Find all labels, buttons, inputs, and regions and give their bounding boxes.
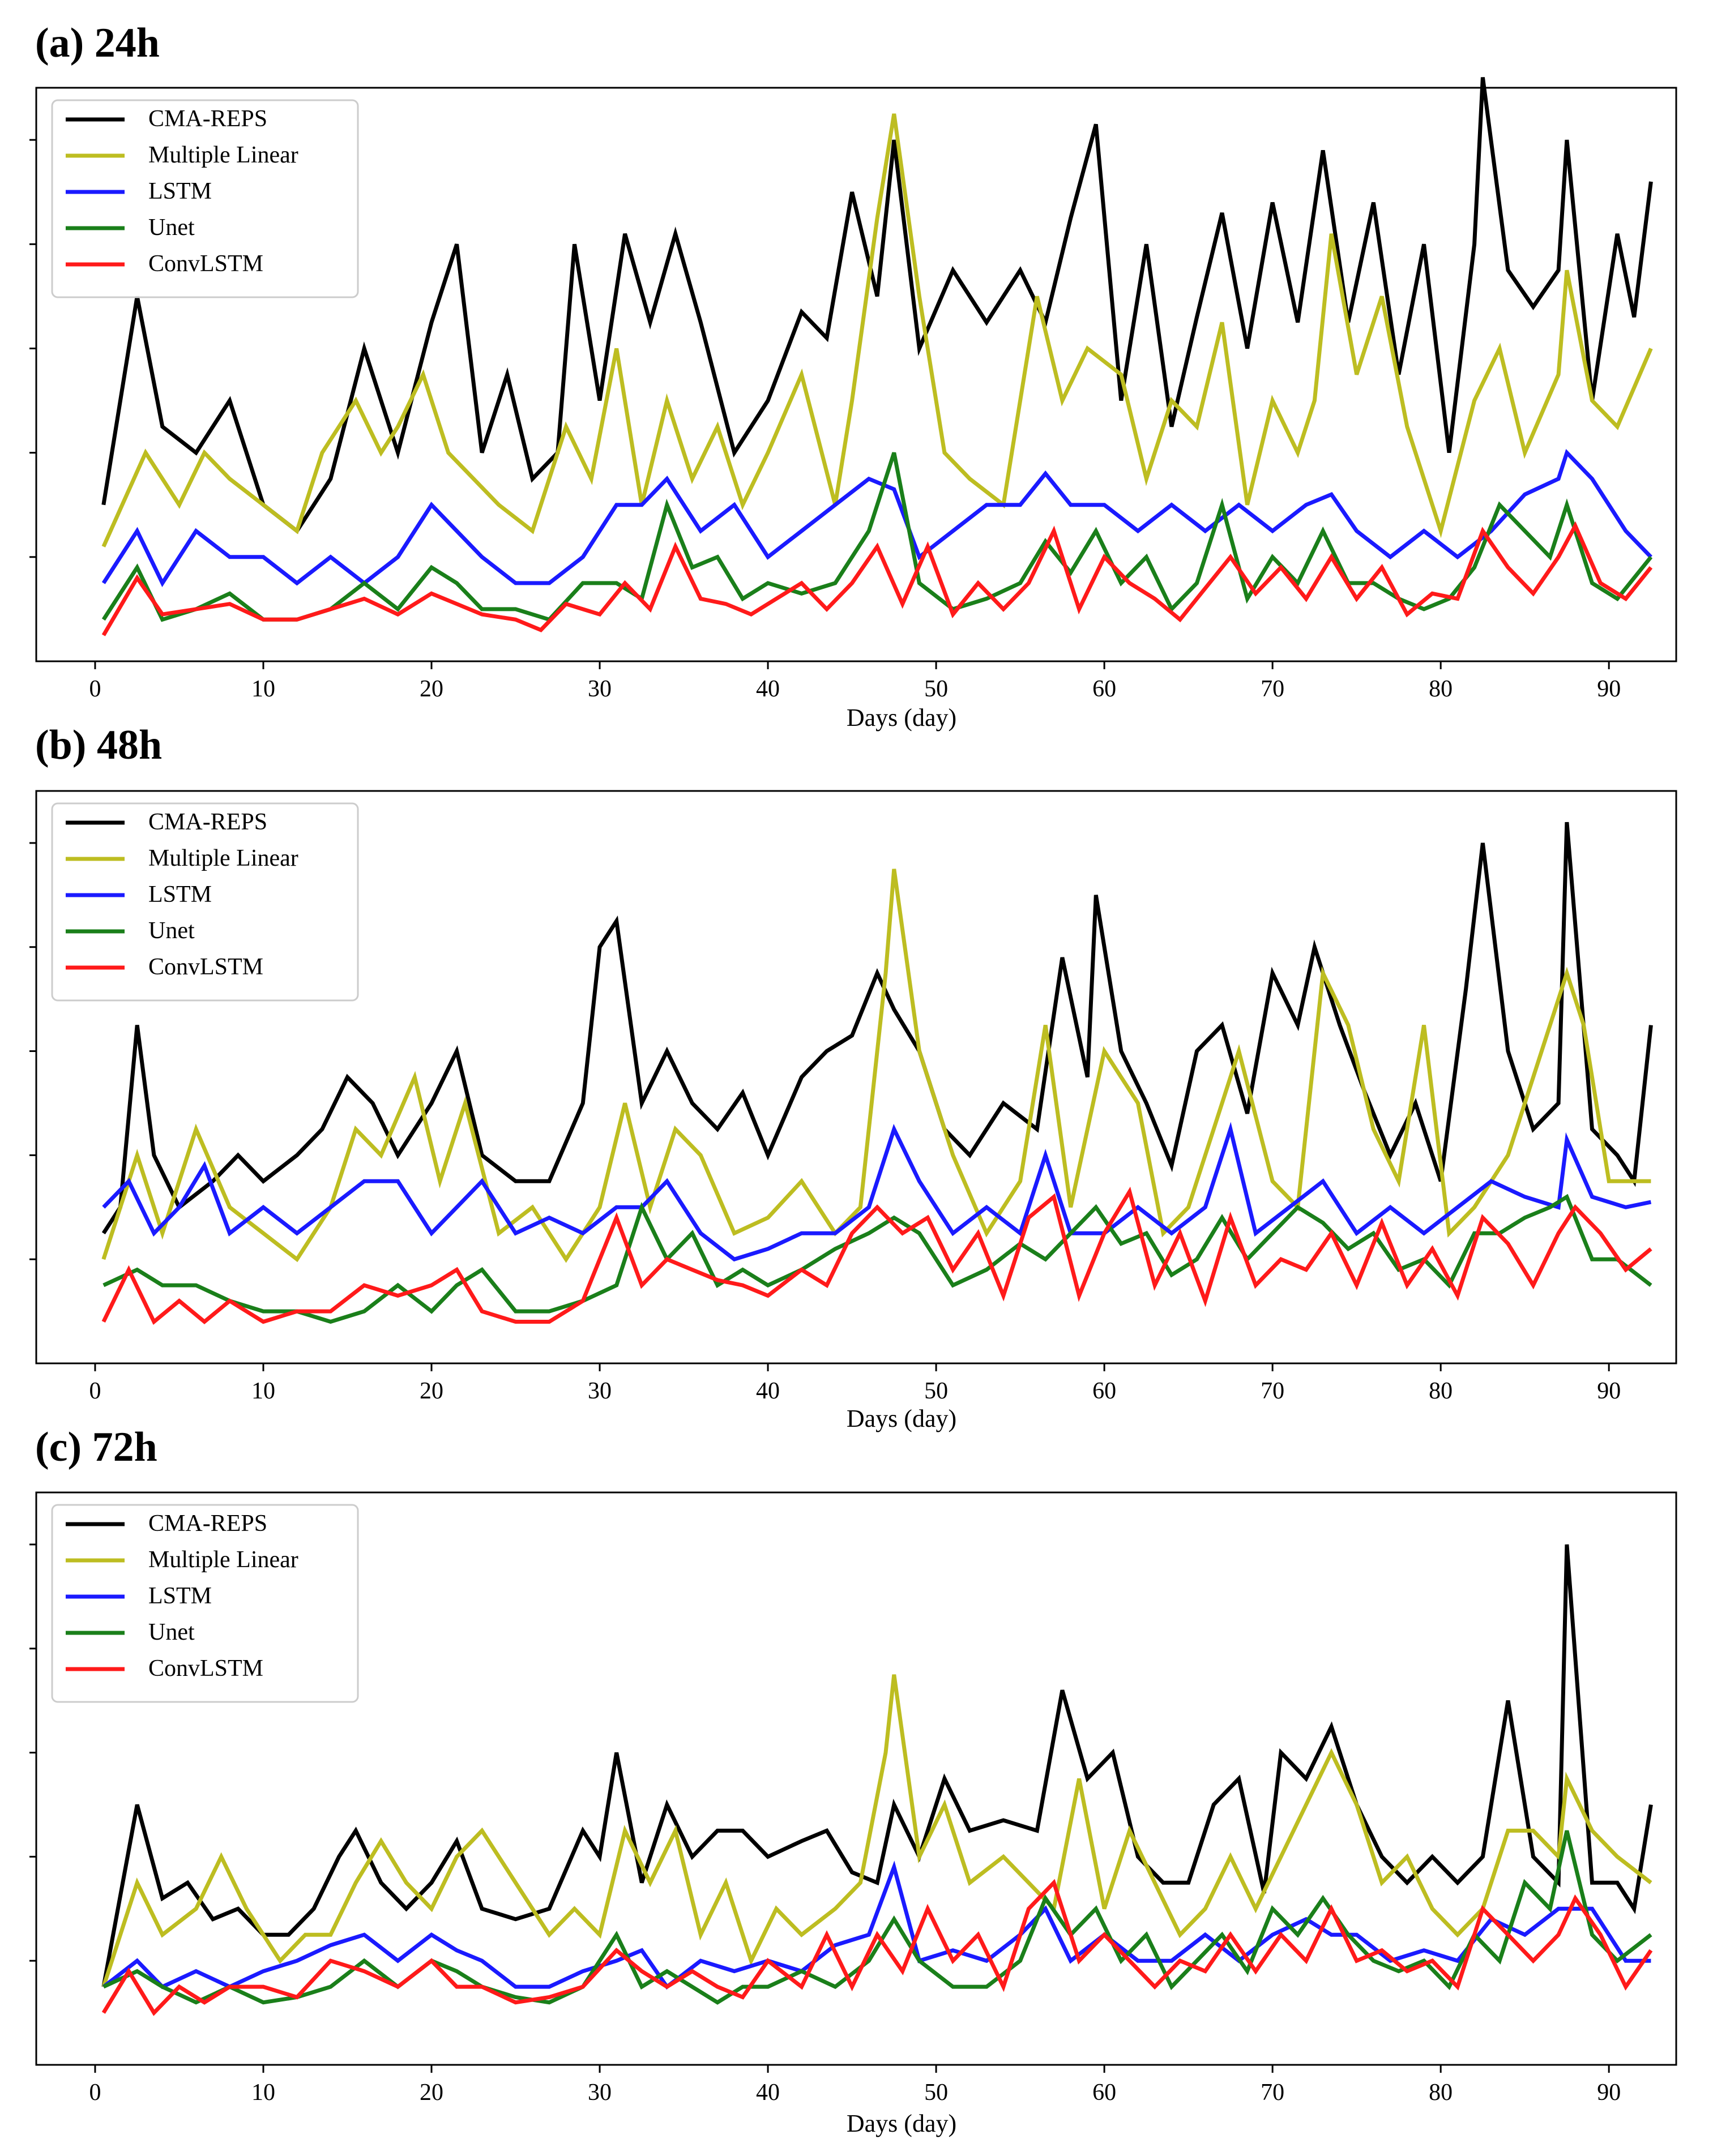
series-line-multiple-linear (101, 113, 1653, 547)
series-line-lstm (101, 448, 1652, 588)
legend-label: CMA-REPS (148, 1511, 267, 1537)
legend-label: Multiple Linear (148, 142, 298, 168)
legend-label: ConvLSTM (148, 954, 263, 980)
legend-label: LSTM (148, 178, 212, 204)
legend-box (51, 802, 359, 1002)
series-line-cma-reps (101, 77, 1653, 534)
legend-label: CMA-REPS (148, 809, 267, 835)
series-line-convlstm (101, 521, 1653, 636)
legend-label: Unet (148, 1619, 195, 1645)
x-tick-label: 40 (756, 676, 780, 702)
legend-label: LSTM (148, 882, 212, 908)
x-tick-label: 50 (924, 2080, 948, 2106)
panel-title: (b) 48h (35, 722, 162, 768)
series-line-multiple-linear (101, 869, 1651, 1263)
x-tick-label: 50 (924, 1378, 948, 1404)
x-tick-label: 80 (1429, 2080, 1453, 2106)
series-line-multiple-linear (101, 1674, 1652, 1988)
x-tick-label: 40 (756, 2080, 780, 2106)
x-tick-label: 90 (1597, 1378, 1621, 1404)
x-tick-label: 70 (1261, 1378, 1284, 1404)
legend-box (51, 1504, 359, 1703)
chart-panel-3: (c) 72h 0 10 20 30 40 50 60 70 80 90 Days (day) CMA-… (29, 1424, 1677, 2137)
x-tick-label: 90 (1597, 676, 1621, 702)
axes-frame (35, 790, 1677, 1364)
series-line-cma-reps (101, 1544, 1653, 1987)
legend-label: ConvLSTM (148, 251, 263, 277)
x-tick-label: 40 (756, 1378, 780, 1404)
axes-frame (35, 87, 1677, 662)
legend-label: Unet (148, 918, 195, 944)
x-tick-label: 60 (1092, 2080, 1116, 2106)
x-axis-label: Days (day) (847, 2110, 956, 2137)
legend-label: CMA-REPS (148, 106, 267, 132)
chart-panel-1: (a) 24h 0 10 20 30 40 50 60 70 80 90 Days (day) CMA-… (29, 20, 1677, 732)
x-tick-label: 0 (89, 1378, 101, 1404)
x-tick-label: 80 (1429, 676, 1453, 702)
panel-title: (c) 72h (35, 1424, 157, 1470)
x-tick-label: 60 (1092, 676, 1116, 702)
x-tick-label: 70 (1261, 2080, 1284, 2106)
chart-panel-2: (b) 48h 0 10 20 30 40 50 60 70 80 90 Days (day) CMA-… (29, 722, 1677, 1432)
x-tick-label: 30 (588, 2080, 612, 2106)
x-tick-label: 0 (89, 2080, 101, 2106)
x-axis-label: Days (day) (847, 704, 956, 732)
x-tick-label: 80 (1429, 1378, 1453, 1404)
x-tick-label: 70 (1261, 676, 1284, 702)
x-tick-label: 90 (1597, 2080, 1621, 2106)
series-line-unet (102, 1194, 1652, 1324)
series-line-lstm (102, 1860, 1651, 1990)
x-tick-label: 20 (420, 1378, 443, 1404)
axes-frame (35, 1491, 1677, 2066)
x-tick-label: 0 (89, 676, 101, 702)
x-tick-label: 50 (924, 676, 948, 702)
x-tick-label: 30 (588, 676, 612, 702)
legend-label: ConvLSTM (148, 1656, 263, 1682)
series-line-lstm (102, 1122, 1652, 1262)
series-line-convlstm (101, 1186, 1652, 1325)
x-tick-label: 20 (420, 2080, 443, 2106)
x-tick-label: 30 (588, 1378, 612, 1404)
panel-title: (a) 24h (35, 20, 160, 66)
x-axis-label: Days (day) (847, 1405, 956, 1432)
x-tick-label: 10 (251, 1378, 275, 1404)
legend-label: LSTM (148, 1583, 212, 1609)
series-line-unet (101, 452, 1653, 622)
x-tick-label: 10 (251, 676, 275, 702)
x-tick-label: 20 (420, 676, 443, 702)
x-tick-label: 10 (251, 2080, 275, 2106)
series-line-cma-reps (101, 822, 1653, 1235)
series-line-convlstm (101, 1879, 1653, 2016)
x-tick-label: 60 (1092, 1378, 1116, 1404)
legend-label: Unet (148, 215, 195, 241)
legend-box (51, 99, 359, 298)
legend-label: Multiple Linear (148, 845, 298, 871)
legend-label: Multiple Linear (148, 1547, 298, 1573)
